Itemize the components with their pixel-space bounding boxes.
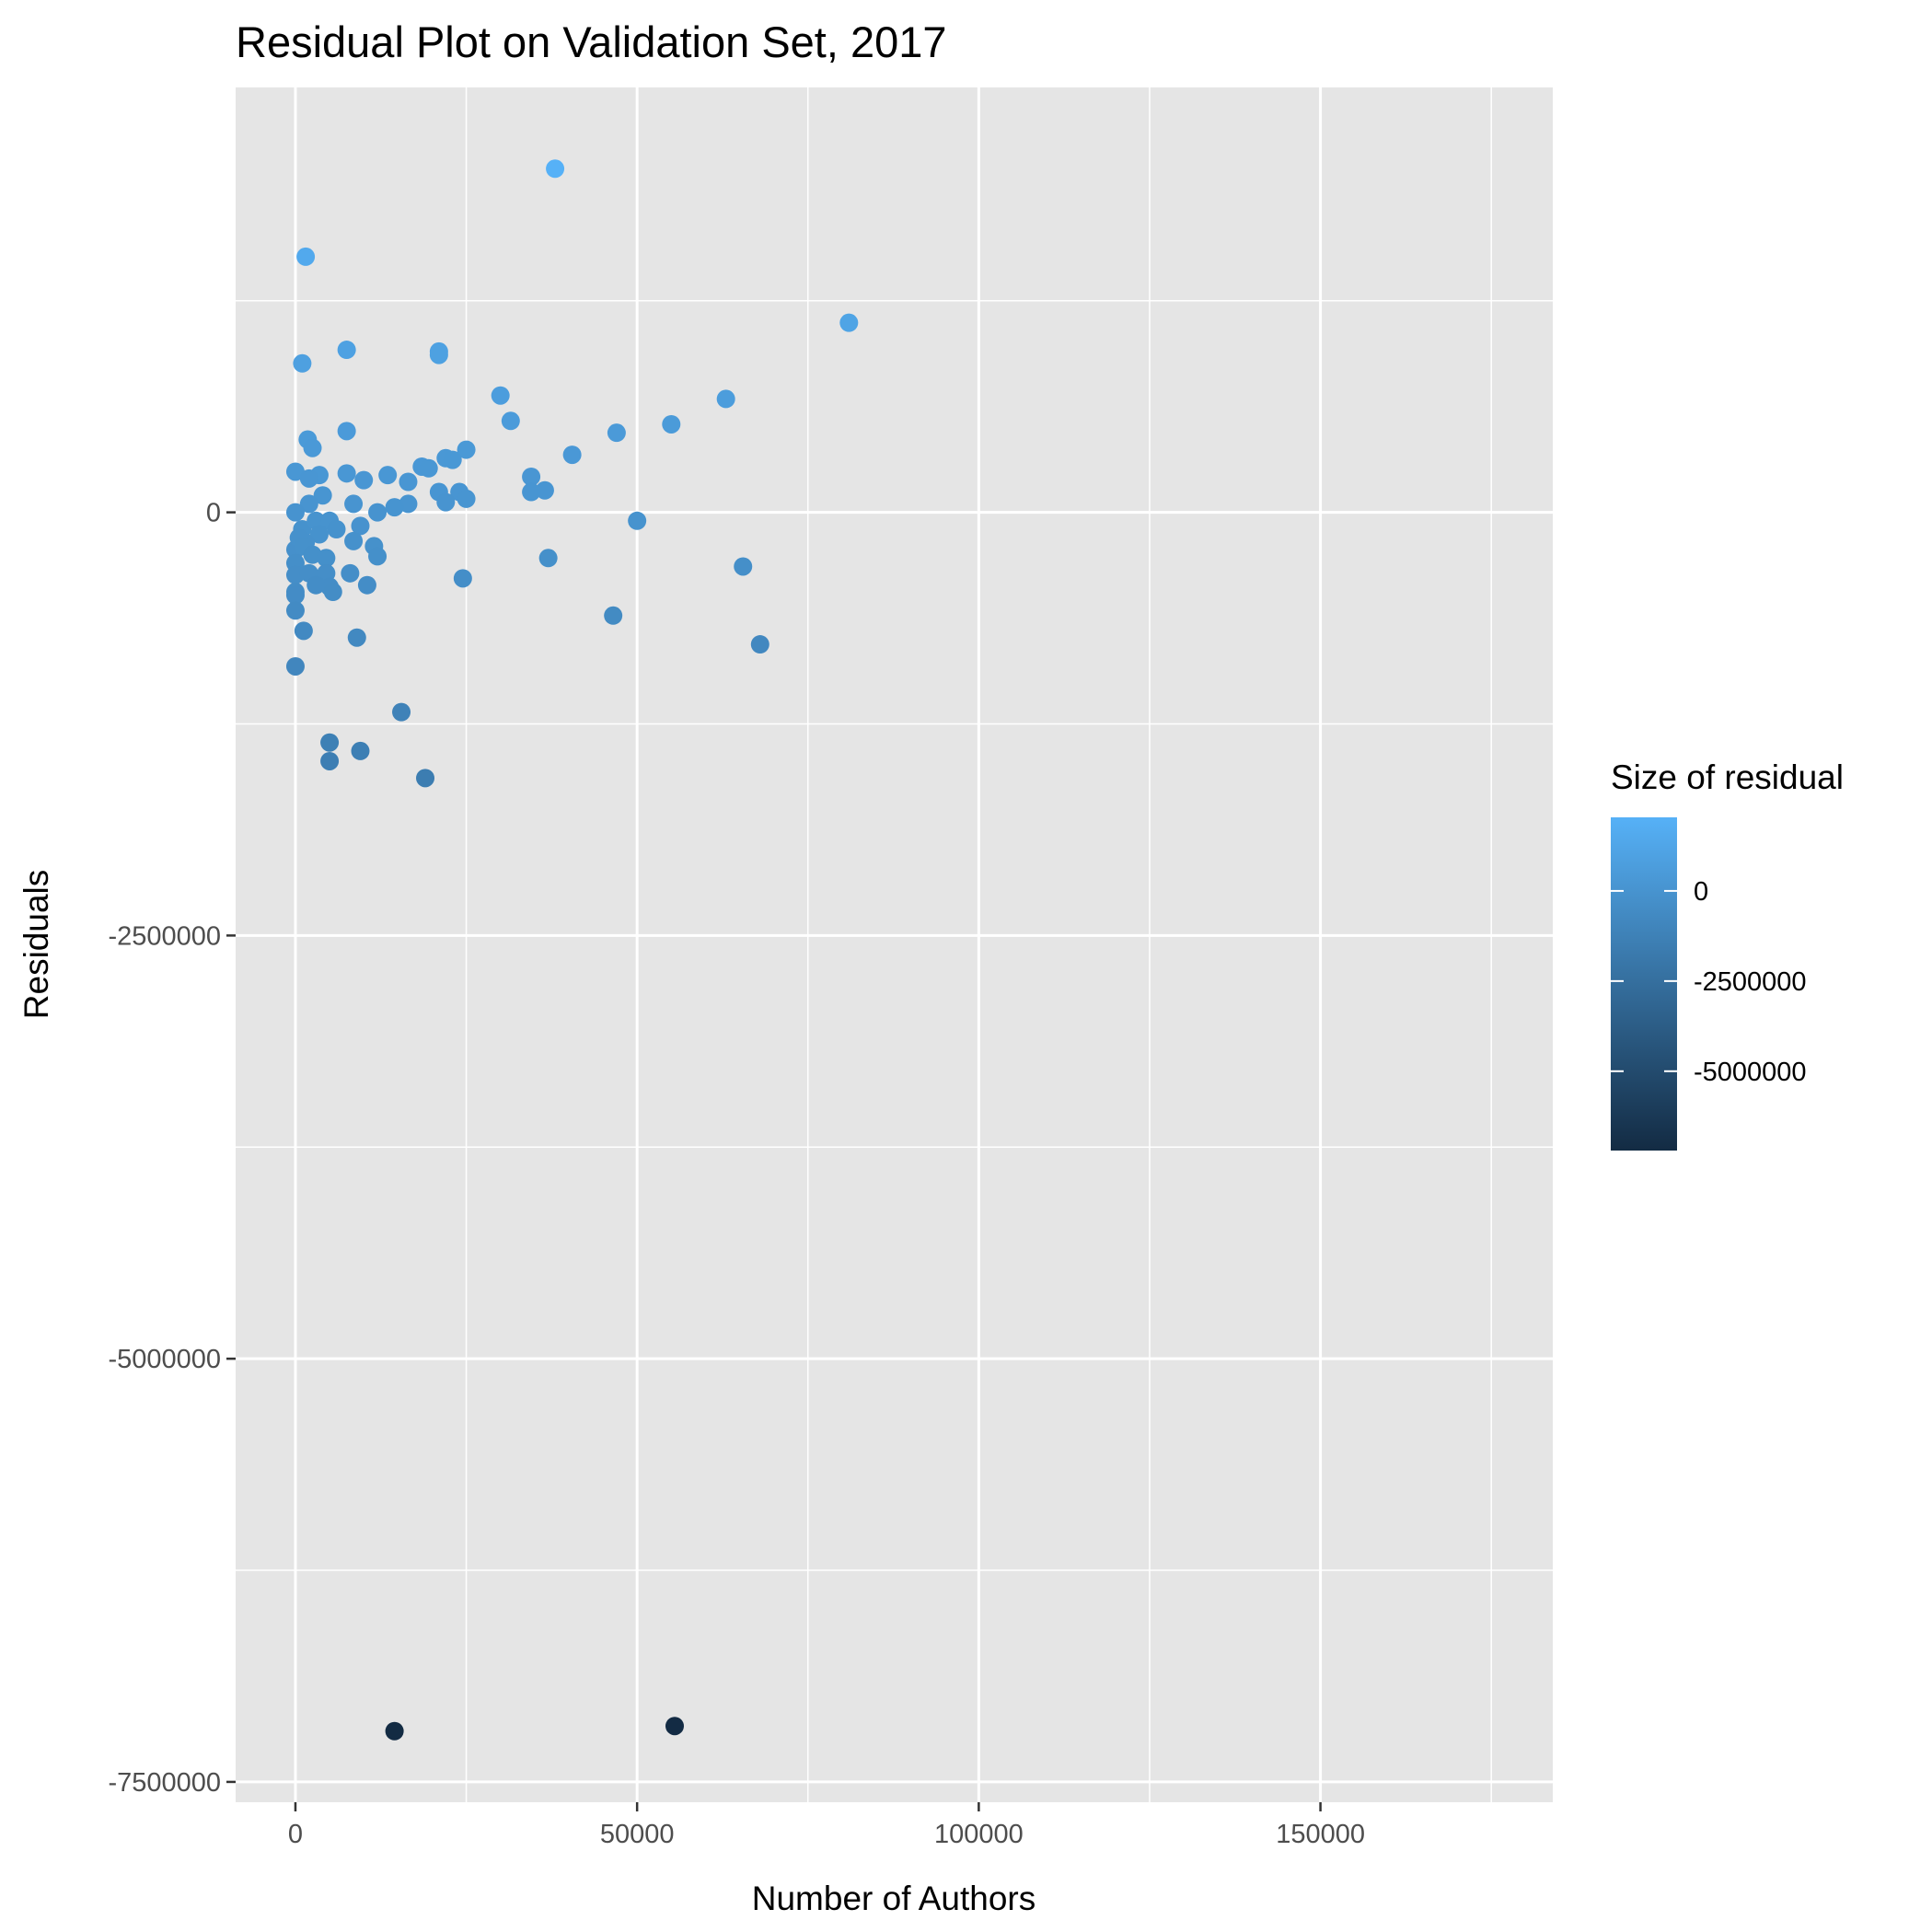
data-point [285,462,305,481]
data-point [839,313,859,332]
data-point [299,469,318,488]
data-point [357,575,376,595]
data-point [368,547,388,566]
data-point [285,585,305,605]
data-point [607,423,626,443]
data-point [399,472,418,492]
data-point [323,583,342,602]
data-point [296,247,316,266]
data-point [341,563,360,583]
data-point [337,422,356,441]
legend-tick-label: -2500000 [1694,967,1807,997]
data-point [378,466,398,485]
y-axis-title: Residuals [17,870,55,1019]
y-axis: 0 -2500000 -5000000 -7500000 [108,499,236,1798]
minor-gridlines [236,87,1553,1802]
data-point [443,450,462,469]
data-point [457,489,476,508]
data-point [337,341,356,360]
data-point [285,656,305,676]
data-point [522,467,541,486]
data-point [628,511,647,530]
data-point [734,557,753,576]
data-point [285,503,305,522]
data-point [385,1721,404,1741]
scatter-points [285,159,859,1741]
data-point [354,470,374,490]
data-point [347,628,366,647]
data-point [285,601,305,620]
data-point [750,635,769,654]
legend-colorbar [1611,817,1677,1151]
data-point [313,486,332,505]
data-point [522,482,541,502]
data-point [309,525,329,544]
y-tick-label: 0 [206,499,221,528]
data-point [546,159,565,179]
data-point [416,769,435,788]
plot-panel [236,87,1553,1802]
data-point [303,438,322,457]
legend-title: Size of residual [1611,758,1844,796]
x-tick-label: 0 [288,1820,303,1849]
data-point [337,464,356,483]
y-tick-label: -5000000 [108,1345,221,1374]
data-point [665,1717,684,1736]
data-point [320,751,340,770]
data-point [716,389,735,409]
data-point [368,503,388,522]
data-point [351,516,370,536]
data-point [604,606,623,625]
x-axis: 0 50000 100000 150000 [288,1802,1365,1849]
data-point [392,702,411,722]
data-point [344,494,364,514]
data-point [327,520,346,539]
x-tick-label: 150000 [1276,1820,1365,1849]
data-point [307,575,326,595]
legend-tick-label: -5000000 [1694,1058,1807,1087]
data-point [320,733,340,752]
y-tick-label: -7500000 [108,1768,221,1798]
data-point [299,494,318,514]
x-axis-title: Number of Authors [752,1880,1035,1917]
data-point [436,492,456,512]
data-point [501,411,520,431]
data-point [419,458,438,478]
data-point [457,440,476,459]
data-point [562,445,582,465]
data-point [453,569,472,588]
data-point [429,345,448,364]
data-point [535,480,554,500]
x-tick-label: 50000 [600,1820,675,1849]
x-tick-label: 100000 [934,1820,1024,1849]
chart-title: Residual Plot on Validation Set, 2017 [236,17,947,66]
data-point [538,549,558,568]
data-point [293,353,312,373]
color-legend: Size of residual 0 -2500000 -5000000 [1611,758,1844,1151]
data-point [385,498,404,517]
major-gridlines [236,87,1553,1802]
data-point [294,621,313,641]
data-point [491,386,510,405]
data-point [344,531,364,550]
legend-ticks: 0 -2500000 -5000000 [1611,877,1807,1087]
data-point [285,565,305,584]
legend-tick-label: 0 [1694,877,1708,907]
data-point [662,414,681,434]
y-tick-label: -2500000 [108,921,221,951]
data-point [317,549,336,568]
data-point [351,741,370,760]
